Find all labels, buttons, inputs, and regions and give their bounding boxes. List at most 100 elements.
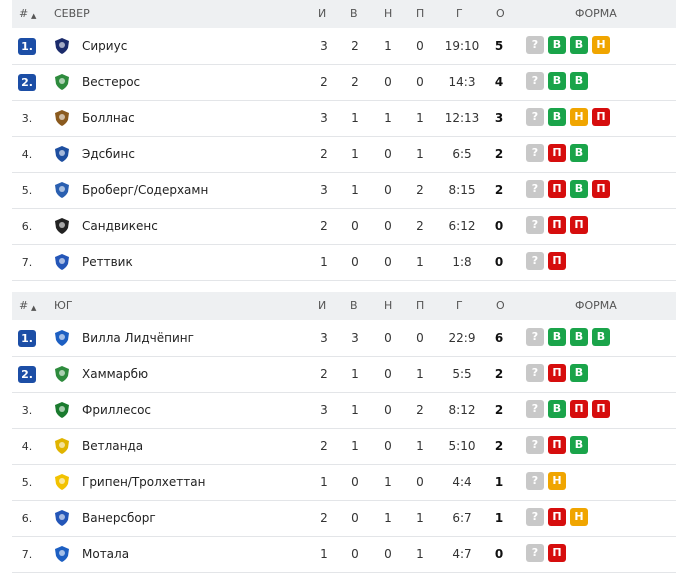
goals-column-header[interactable]: Г (456, 7, 463, 20)
losses-column-header[interactable]: П (416, 7, 425, 20)
table-row[interactable]: 7. Мотала 1 0 0 1 4:7 0? П (12, 536, 676, 573)
form-badge[interactable]: В (592, 328, 610, 346)
rank-column-header[interactable]: # (19, 7, 29, 20)
form-badge[interactable]: В (548, 400, 566, 418)
rank-column-header[interactable]: # (19, 299, 29, 312)
form-badge[interactable]: В (548, 72, 566, 90)
draws-column-header[interactable]: Н (384, 7, 393, 20)
wins-column-header[interactable]: В (350, 7, 358, 20)
form-badge[interactable]: В (570, 364, 588, 382)
form-badge[interactable]: П (548, 364, 566, 382)
team-logo-icon[interactable] (53, 473, 71, 491)
form-badge[interactable]: П (592, 400, 610, 418)
team-name[interactable]: Эдсбинс (82, 147, 135, 161)
table-row[interactable]: 3. Боллнас 3 1 1 1 12:13 3? В Н П (12, 100, 676, 137)
form-badge[interactable]: В (570, 72, 588, 90)
team-logo-icon[interactable] (53, 329, 71, 347)
next-match-badge[interactable]: ? (526, 108, 544, 126)
table-row[interactable]: 5. Грипен/Тролхеттан 1 0 1 0 4:4 1? Н (12, 464, 676, 501)
next-match-badge[interactable]: ? (526, 400, 544, 418)
form-badge[interactable]: Н (570, 108, 588, 126)
form-badge[interactable]: П (592, 108, 610, 126)
draws-column-header[interactable]: Н (384, 299, 393, 312)
team-logo-icon[interactable] (53, 217, 71, 235)
form-badge[interactable]: В (548, 108, 566, 126)
games-column-header[interactable]: И (318, 299, 327, 312)
next-match-badge[interactable]: ? (526, 472, 544, 490)
team-logo-icon[interactable] (53, 437, 71, 455)
team-logo-icon[interactable] (53, 253, 71, 271)
form-badge[interactable]: П (548, 180, 566, 198)
sort-asc-icon[interactable]: ▲ (31, 12, 37, 20)
form-badge[interactable]: П (548, 544, 566, 562)
team-name[interactable]: Боллнас (82, 111, 135, 125)
team-name[interactable]: Фриллесос (82, 403, 152, 417)
table-row[interactable]: 7. Реттвик 1 0 0 1 1:8 0? П (12, 244, 676, 281)
next-match-badge[interactable]: ? (526, 508, 544, 526)
team-logo-icon[interactable] (53, 509, 71, 527)
table-row[interactable]: 6. Ванерсборг 2 0 1 1 6:7 1? П Н (12, 500, 676, 537)
table-row[interactable]: 5. Броберг/Содерхамн 3 1 0 2 8:15 2? П В П (12, 172, 676, 209)
next-match-badge[interactable]: ? (526, 252, 544, 270)
next-match-badge[interactable]: ? (526, 216, 544, 234)
sort-asc-icon[interactable]: ▲ (31, 304, 37, 312)
games-column-header[interactable]: И (318, 7, 327, 20)
team-logo-icon[interactable] (53, 145, 71, 163)
form-badge[interactable]: В (548, 328, 566, 346)
team-logo-icon[interactable] (53, 365, 71, 383)
form-badge[interactable]: П (548, 508, 566, 526)
wins-column-header[interactable]: В (350, 299, 358, 312)
team-logo-icon[interactable] (53, 545, 71, 563)
form-badge[interactable]: П (570, 216, 588, 234)
team-name[interactable]: Ванерсборг (82, 511, 156, 525)
form-badge[interactable]: Н (570, 508, 588, 526)
form-badge[interactable]: В (570, 36, 588, 54)
form-badge[interactable]: П (548, 252, 566, 270)
losses-column-header[interactable]: П (416, 299, 425, 312)
form-badge[interactable]: Н (592, 36, 610, 54)
team-name[interactable]: Хаммарбю (82, 367, 149, 381)
team-logo-icon[interactable] (53, 181, 71, 199)
form-badge[interactable]: П (548, 144, 566, 162)
table-row[interactable]: 4. Ветланда 2 1 0 1 5:10 2? П В (12, 428, 676, 465)
team-name[interactable]: Броберг/Содерхамн (82, 183, 209, 197)
form-badge[interactable]: Н (548, 472, 566, 490)
team-name[interactable]: Вилла Лидчёпинг (82, 331, 194, 345)
form-badge[interactable]: В (570, 180, 588, 198)
table-row[interactable]: 4. Эдсбинс 2 1 0 1 6:5 2? П В (12, 136, 676, 173)
team-name[interactable]: Сириус (82, 39, 128, 53)
form-badge[interactable]: В (570, 144, 588, 162)
table-row[interactable]: 6. Сандвикенс 2 0 0 2 6:12 0? П П (12, 208, 676, 245)
form-badge[interactable]: В (570, 328, 588, 346)
table-row[interactable]: 1. Сириус 3 2 1 0 19:10 5? В В Н (12, 28, 676, 65)
table-row[interactable]: 2. Хаммарбю 2 1 0 1 5:5 2? П В (12, 356, 676, 393)
form-badge[interactable]: П (548, 436, 566, 454)
form-badge[interactable]: В (570, 436, 588, 454)
team-name[interactable]: Вестерос (82, 75, 141, 89)
next-match-badge[interactable]: ? (526, 364, 544, 382)
form-column-header[interactable]: ФОРМА (575, 299, 617, 312)
goals-column-header[interactable]: Г (456, 299, 463, 312)
form-badge[interactable]: П (548, 216, 566, 234)
next-match-badge[interactable]: ? (526, 72, 544, 90)
points-column-header[interactable]: О (496, 299, 505, 312)
table-row[interactable]: 3. Фриллесос 3 1 0 2 8:12 2? В П П (12, 392, 676, 429)
team-logo-icon[interactable] (53, 109, 71, 127)
table-row[interactable]: 1. Вилла Лидчёпинг 3 3 0 0 22:9 6? В В В (12, 320, 676, 357)
next-match-badge[interactable]: ? (526, 544, 544, 562)
team-logo-icon[interactable] (53, 73, 71, 91)
next-match-badge[interactable]: ? (526, 36, 544, 54)
form-badge[interactable]: П (570, 400, 588, 418)
next-match-badge[interactable]: ? (526, 436, 544, 454)
next-match-badge[interactable]: ? (526, 328, 544, 346)
next-match-badge[interactable]: ? (526, 144, 544, 162)
next-match-badge[interactable]: ? (526, 180, 544, 198)
team-name[interactable]: Реттвик (82, 255, 133, 269)
team-logo-icon[interactable] (53, 37, 71, 55)
form-badge[interactable]: П (592, 180, 610, 198)
team-name[interactable]: Грипен/Тролхеттан (82, 475, 206, 489)
team-logo-icon[interactable] (53, 401, 71, 419)
team-name[interactable]: Ветланда (82, 439, 144, 453)
form-badge[interactable]: В (548, 36, 566, 54)
team-name[interactable]: Сандвикенс (82, 219, 158, 233)
